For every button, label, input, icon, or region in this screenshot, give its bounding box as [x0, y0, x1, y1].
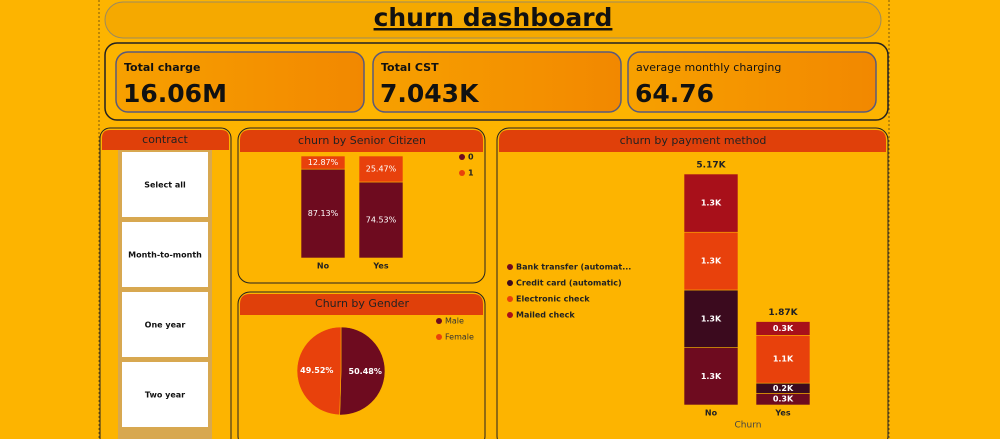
data-label: 1.1K — [773, 355, 794, 364]
title-bar — [104, 1, 882, 39]
slicer-option-label[interactable]: One year — [145, 321, 186, 330]
kpi-value: 7.043K — [380, 79, 480, 108]
kpi-card — [372, 51, 622, 113]
data-label: 12.87% — [308, 158, 339, 167]
kpi-label: Total charge — [124, 61, 200, 74]
x-tick-label: No — [317, 262, 330, 271]
slicer-option[interactable] — [122, 292, 208, 357]
bar-segment — [755, 321, 811, 336]
legend-label: Mailed check — [516, 311, 575, 320]
bar-segment — [683, 173, 739, 233]
data-label: 25.47% — [366, 164, 397, 173]
bar-segment — [683, 347, 739, 406]
kpi-card — [627, 51, 877, 113]
legend-label: 1 — [468, 169, 474, 178]
kpi-value: 16.06M — [123, 79, 227, 108]
bar-segment — [683, 289, 739, 348]
kpi-label: Total CST — [381, 61, 439, 74]
x-axis-label: Churn — [735, 421, 762, 431]
legend-swatch — [507, 280, 513, 286]
chart-title: churn by payment method — [620, 134, 767, 147]
slicer-option-label[interactable]: Select all — [144, 181, 186, 190]
x-tick-label: Yes — [372, 262, 388, 271]
legend-label: Bank transfer (automat... — [516, 263, 631, 272]
bar-segment — [358, 155, 404, 183]
data-label: 0.2K — [773, 384, 794, 393]
pie-slice — [296, 326, 342, 416]
legend-label: 0 — [468, 153, 474, 162]
data-label: 0.3K — [773, 324, 794, 333]
kpi-value: 64.76 — [635, 79, 714, 108]
kpi-card — [115, 51, 365, 113]
bar-segment — [755, 335, 811, 384]
kpi-label: average monthly charging — [636, 61, 781, 74]
slicer-option-label[interactable]: Two year — [145, 391, 185, 400]
x-tick-label: Yes — [774, 409, 790, 418]
title: churn dashboard — [374, 3, 613, 32]
data-label: 50.48% — [349, 367, 382, 376]
kpi-panel — [104, 42, 889, 121]
data-label: 1.3K — [701, 257, 722, 266]
slicer-header — [102, 130, 229, 150]
legend-swatch — [436, 334, 442, 340]
slicer-title: contract — [142, 133, 188, 146]
data-label: 49.52% — [300, 366, 333, 375]
slicer-option[interactable] — [122, 152, 208, 217]
slicer-option[interactable] — [122, 362, 208, 427]
data-label: 74.53% — [366, 215, 397, 224]
x-tick-label: No — [705, 409, 718, 418]
data-label: 1.3K — [701, 372, 722, 381]
legend-swatch — [459, 154, 465, 160]
card-header — [499, 130, 886, 152]
legend-swatch — [459, 170, 465, 176]
bar-segment — [683, 231, 739, 291]
card-header — [240, 130, 483, 152]
legend-label: Male — [445, 317, 464, 326]
legend-swatch — [507, 312, 513, 318]
data-label: 1.3K — [701, 199, 722, 208]
legend-label: Female — [445, 333, 474, 342]
bar-segment — [358, 181, 404, 259]
pie-slice — [339, 326, 386, 416]
chart-title: churn by Senior Citizen — [298, 134, 426, 147]
total-label: 1.87K — [768, 308, 798, 318]
legend-swatch — [436, 318, 442, 324]
slicer-option[interactable] — [122, 222, 208, 287]
legend-label: Credit card (automatic) — [516, 279, 622, 288]
data-label: 87.13% — [308, 209, 339, 218]
data-label: 1.3K — [701, 314, 722, 323]
legend-swatch — [507, 264, 513, 270]
chart-title: Churn by Gender — [315, 297, 409, 310]
legend-swatch — [507, 296, 513, 302]
bar-segment — [300, 155, 346, 170]
slicer-option-label[interactable]: Month-to-month — [128, 251, 202, 260]
total-label: 5.17K — [696, 161, 726, 171]
legend-label: Electronic check — [516, 295, 590, 304]
card-header — [240, 294, 483, 315]
data-label: 0.3K — [773, 395, 794, 404]
bar-segment — [300, 168, 346, 259]
